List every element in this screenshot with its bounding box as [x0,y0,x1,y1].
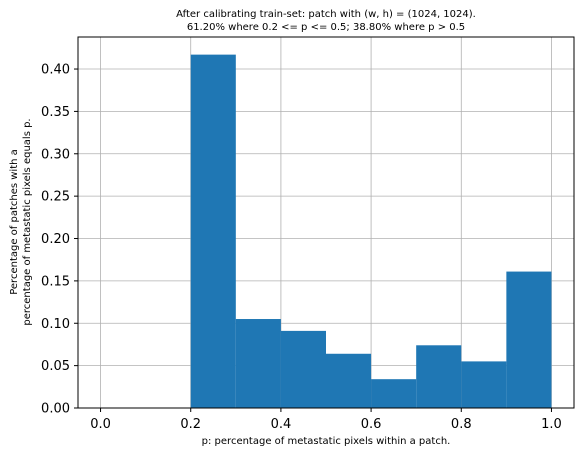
y-tick-label-4: 0.20 [41,232,70,247]
x-tick-label-0: 0.0 [90,417,111,432]
histogram-bar-9 [506,271,552,408]
histogram-bar-2 [190,54,236,408]
histogram-bar-8 [461,361,507,408]
histogram-bar-3 [235,319,281,408]
y-tick-label-8: 0.40 [41,63,70,78]
y-tick-label-3: 0.15 [41,274,70,289]
x-tick-label-4: 0.8 [451,417,472,432]
x-tick-label-5: 1.0 [541,417,562,432]
plot-frame [77,36,575,409]
chart-title-line-1: After calibrating train-set: patch with … [176,9,476,20]
x-tick-label-3: 0.6 [361,417,382,432]
x-tick-label-1: 0.2 [180,417,201,432]
chart-title: After calibrating train-set: patch with … [176,9,476,33]
x-axis-label: p: percentage of metastatic pixels withi… [202,436,451,447]
chart-title-line-2: 61.20% where 0.2 <= p <= 0.5; 38.80% whe… [187,22,465,33]
histogram-bar-4 [280,330,326,408]
y-tick-label-6: 0.30 [41,147,70,162]
bars-layer [190,54,552,408]
y-axis-title: Percentage of patches with a percentage … [9,118,33,325]
x-tick-label-2: 0.4 [271,417,292,432]
y-axis-label-line-2: percentage of metastatic pixels equals p… [22,118,33,325]
grid-layer [78,37,574,409]
y-tick-label-5: 0.25 [41,190,70,205]
y-tick-label-7: 0.35 [41,105,70,120]
histogram-bar-6 [371,379,417,408]
histogram-bar-7 [416,345,462,408]
y-tick-label-1: 0.05 [41,359,70,374]
y-tick-label-0: 0.00 [41,402,70,417]
ticks-layer: 0.0 0.2 0.4 0.6 0.8 1.0 0.00 0.05 0.10 0.15 0.20 0.… [41,63,562,432]
y-tick-label-2: 0.10 [41,317,70,332]
histogram-bar-5 [326,353,372,408]
y-axis-label-line-1: Percentage of patches with a [9,149,20,295]
